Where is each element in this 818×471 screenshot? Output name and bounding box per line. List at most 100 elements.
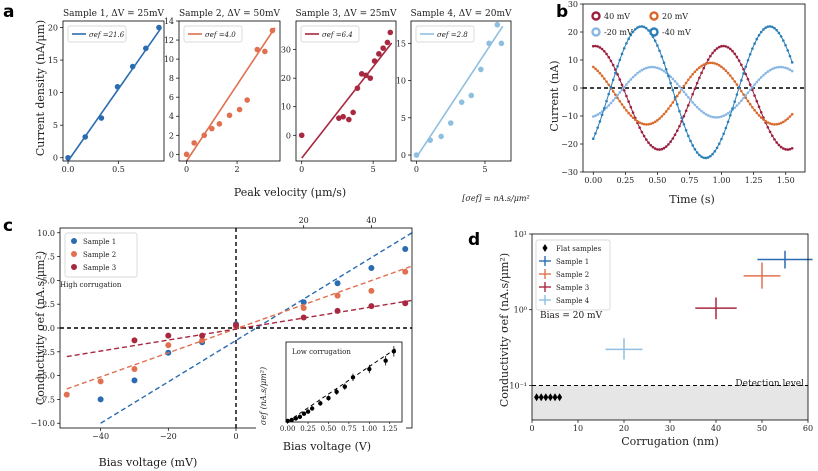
d-legend-label-0: Flat samples <box>556 245 602 253</box>
b-series-point-3 <box>757 33 761 37</box>
c-xlabel: Bias voltage (mV) <box>99 456 198 469</box>
b-series-point-2 <box>636 71 639 75</box>
b-series-point-1 <box>671 101 675 104</box>
b-series-point-1 <box>594 67 597 71</box>
b-series-point-0 <box>642 134 646 138</box>
b-series-point-3 <box>631 30 635 34</box>
b-series-point-2 <box>675 82 679 86</box>
b-series-point-3 <box>636 26 639 29</box>
b-series-point-0 <box>753 94 756 97</box>
b-series-point-1 <box>618 99 622 103</box>
b-series-point-3 <box>704 156 708 160</box>
b-series-point-1 <box>722 67 725 70</box>
b-series-point-0 <box>728 47 732 51</box>
a4-point <box>413 152 420 158</box>
b-series-point-2 <box>735 104 739 107</box>
b-series-line-3 <box>592 25 793 159</box>
b-series-point-1 <box>669 104 672 107</box>
d-flat-point <box>557 393 563 402</box>
b-legend-label-0: 40 mV <box>604 12 630 21</box>
b-series-point-0 <box>757 105 761 109</box>
b-series-point-3 <box>622 47 626 50</box>
a2-ytick-label: 6 <box>169 93 174 102</box>
b-series-point-1 <box>742 93 745 96</box>
c-point-1 <box>368 287 375 294</box>
a4-point <box>458 99 465 105</box>
c-top-xtick-label: 20 <box>299 216 309 225</box>
b-series-point-1 <box>603 77 606 80</box>
d-flat-point <box>538 393 544 402</box>
b-series-point-0 <box>726 46 730 49</box>
b-series-point-0 <box>766 126 770 129</box>
b-series-point-1 <box>770 122 774 126</box>
c-inset-ylabel: σef (nA.s/μm²) <box>259 367 268 425</box>
d-xtick-label: 10 <box>573 424 583 433</box>
b-series-point-2 <box>622 85 626 89</box>
b-series-point-2 <box>788 68 792 72</box>
b-series-point-0 <box>625 94 628 98</box>
a3-point <box>298 132 305 139</box>
b-series-point-0 <box>622 89 626 92</box>
a3-legend-label: σef =6.4 <box>322 31 353 39</box>
b-series-point-1 <box>611 90 615 93</box>
b-series-point-0 <box>695 81 699 85</box>
c-ylabel: Conductivity σef (nA.s/μm²) <box>34 251 47 405</box>
b-ytick-label: 0 <box>573 84 578 93</box>
b-series-point-1 <box>689 75 692 79</box>
d-xtick-label: 0 <box>529 424 534 433</box>
b-ytick-label: −10 <box>561 112 578 121</box>
a2-xtick-label: 2 <box>235 165 240 174</box>
d-xtick-label: 40 <box>711 424 721 433</box>
c-xtick-label: 0 <box>233 432 238 441</box>
b-series-point-0 <box>748 83 752 86</box>
c-xtick-label: −40 <box>92 432 109 441</box>
b-series-point-0 <box>746 77 750 81</box>
b-series-point-2 <box>620 88 624 92</box>
b-series-point-2 <box>673 80 677 83</box>
b-series-point-0 <box>618 78 622 81</box>
a2-ytick-label: 14 <box>164 17 174 26</box>
d-xtick-label: 20 <box>619 424 629 433</box>
b-series-point-0 <box>784 148 787 151</box>
b-series-point-3 <box>709 154 712 158</box>
a3-ytick-label: 20 <box>281 74 291 83</box>
d-legend-label-2: Sample 2 <box>556 271 589 279</box>
a4-point <box>468 92 475 99</box>
b-series-point-3 <box>744 65 748 69</box>
b-series-point-3 <box>777 31 781 35</box>
b-series-point-0 <box>656 148 659 151</box>
a3-point <box>371 58 378 64</box>
b-series-point-3 <box>616 64 619 68</box>
b-series-point-3 <box>698 153 701 157</box>
c-legend-box <box>64 232 138 278</box>
a2-ytick-label: 0 <box>169 150 174 159</box>
b-series-point-3 <box>713 150 717 153</box>
a4-ytick-label: 5 <box>401 114 406 123</box>
c-inset-point <box>318 401 323 406</box>
c-fit-line-1 <box>66 265 413 390</box>
b-series-point-1 <box>614 93 617 96</box>
b-series-point-2 <box>711 115 714 119</box>
b-series-point-0 <box>740 63 743 67</box>
c-point-1 <box>199 337 206 344</box>
b-series-point-2 <box>755 80 759 84</box>
b-xtick-label: 0.50 <box>649 176 667 185</box>
b-series-point-1 <box>788 115 792 118</box>
b-series-point-0 <box>616 73 619 76</box>
b-series-point-3 <box>647 29 650 32</box>
c-ytick-label: 5.0 <box>42 276 55 285</box>
a4-title: Sample 4, ΔV = 20mV <box>410 9 512 19</box>
d-ytick-label: 10⁻¹ <box>509 381 527 390</box>
d-detection-label: Detection level <box>735 379 804 389</box>
b-ytick-label: 20 <box>568 28 578 37</box>
b-series-point-1 <box>757 114 761 117</box>
b-series-point-2 <box>700 109 703 113</box>
b-ytick-label: −20 <box>561 140 578 149</box>
a1-point <box>156 24 162 31</box>
b-ytick-label: −30 <box>561 168 578 177</box>
a1-ytick-label: 20 <box>48 24 58 33</box>
b-series-point-2 <box>720 115 723 118</box>
b-series-point-0 <box>755 99 759 103</box>
